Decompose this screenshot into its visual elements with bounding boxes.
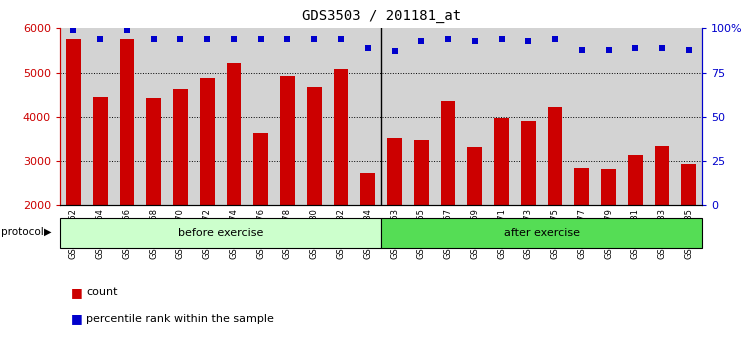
Point — [308, 36, 320, 42]
Point — [68, 27, 80, 33]
Point — [683, 47, 695, 52]
Bar — [173, 90, 188, 205]
Point — [576, 47, 588, 52]
Text: percentile rank within the sample: percentile rank within the sample — [86, 314, 274, 324]
Bar — [280, 76, 295, 205]
Bar — [494, 118, 509, 205]
Bar — [414, 140, 429, 205]
Text: ▶: ▶ — [44, 227, 51, 237]
Bar — [119, 39, 134, 205]
Text: count: count — [86, 287, 118, 297]
Text: after exercise: after exercise — [504, 228, 580, 238]
Bar — [388, 138, 402, 205]
Bar — [628, 155, 643, 205]
Point — [629, 45, 641, 51]
Text: ■: ■ — [71, 312, 83, 325]
Bar — [200, 78, 215, 205]
Point — [174, 36, 186, 42]
Bar — [575, 168, 589, 205]
Bar — [253, 133, 268, 205]
Text: GDS3503 / 201181_at: GDS3503 / 201181_at — [302, 9, 460, 23]
Bar — [441, 101, 455, 205]
Bar — [307, 87, 321, 205]
Bar — [681, 164, 696, 205]
Point — [255, 36, 267, 42]
Point — [362, 45, 374, 51]
Bar — [360, 172, 375, 205]
Point — [148, 36, 160, 42]
Point — [335, 36, 347, 42]
Point — [496, 36, 508, 42]
Point — [656, 45, 668, 51]
Bar — [93, 97, 107, 205]
Point — [282, 36, 294, 42]
Point — [549, 36, 561, 42]
Point — [442, 36, 454, 42]
Bar — [467, 147, 482, 205]
Point — [522, 38, 534, 44]
Point — [201, 36, 213, 42]
Point — [469, 38, 481, 44]
Text: ■: ■ — [71, 286, 83, 298]
Point — [388, 48, 400, 54]
Bar — [227, 63, 241, 205]
Bar — [602, 169, 616, 205]
Point — [228, 36, 240, 42]
Bar — [333, 69, 348, 205]
Bar — [60, 218, 381, 248]
Point — [415, 38, 427, 44]
Bar — [547, 107, 562, 205]
Point — [94, 36, 106, 42]
Bar — [66, 39, 81, 205]
Text: protocol: protocol — [1, 227, 44, 237]
Text: before exercise: before exercise — [178, 228, 264, 238]
Point — [121, 27, 133, 33]
Bar — [146, 98, 161, 205]
Bar — [521, 121, 535, 205]
Bar — [655, 146, 669, 205]
Point — [602, 47, 614, 52]
Bar — [381, 218, 702, 248]
